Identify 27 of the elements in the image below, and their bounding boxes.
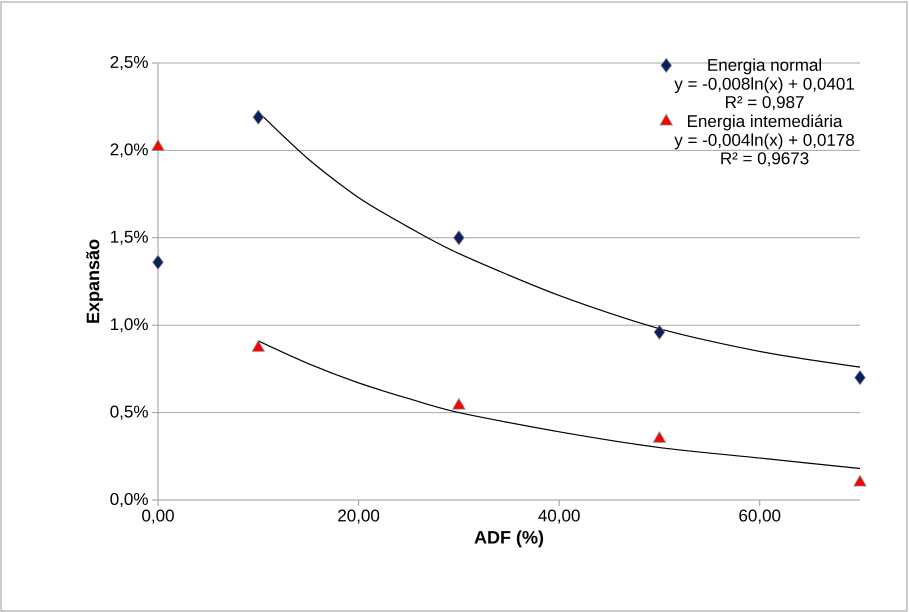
point <box>252 340 265 352</box>
point <box>854 370 866 386</box>
annotation: y = -0,004ln(x) + 0,0178 <box>674 133 854 150</box>
y-tick-label: 0,0% <box>110 492 148 508</box>
point <box>654 324 666 340</box>
x-axis-title: ADF (%) <box>474 530 544 548</box>
x-tick-label: 20,00 <box>338 510 380 524</box>
point <box>652 431 666 443</box>
point <box>854 475 866 486</box>
point <box>453 230 465 246</box>
y-tick-label: 1,5% <box>111 230 148 245</box>
point <box>152 254 164 270</box>
legend-label: Energia normal <box>708 58 822 74</box>
y-tick-label: 2,0% <box>110 143 148 158</box>
annotation: R² = 0,987 <box>726 96 804 110</box>
y-tick-label: 1,0% <box>111 318 148 332</box>
x-tick-label: 60,00 <box>739 510 780 524</box>
annotation: R² = 0,9673 <box>721 152 808 166</box>
point <box>452 398 466 410</box>
x-tick-label: 0,00 <box>142 510 174 524</box>
y-axis-title: Expansão <box>86 240 103 323</box>
point <box>252 110 264 125</box>
legend-label: Energia intemediária <box>688 114 842 131</box>
y-tick-label: 2,5% <box>110 56 148 70</box>
y-tick-label: 0,5% <box>110 406 148 420</box>
x-tick-label: 40,00 <box>538 510 580 524</box>
annotation: y = -0,008ln(x) + 0,0401 <box>674 77 854 94</box>
